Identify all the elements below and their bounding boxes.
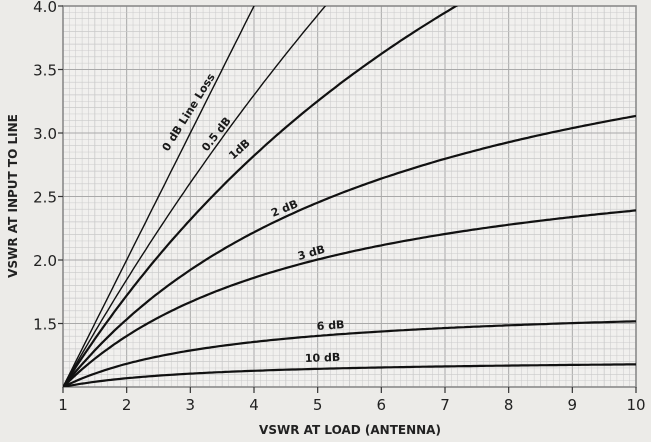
curve-6-db (63, 320, 636, 387)
curve-label: 10 dB (305, 351, 341, 365)
x-tick-label: 5 (313, 396, 323, 414)
y-tick-label: 2.0 (33, 252, 57, 270)
curve-label: 6 dB (316, 318, 345, 333)
curve-0-db-line-loss (63, 6, 255, 387)
x-tick-label: 2 (122, 396, 132, 414)
grid-lines (62, 5, 637, 388)
y-axis-title: VSWR AT INPUT TO LINE (6, 114, 20, 278)
x-tick-label: 9 (568, 396, 578, 414)
x-tick-label: 6 (377, 396, 387, 414)
y-tick-label: 2.5 (33, 189, 57, 207)
y-tick-label: 3.0 (33, 125, 57, 143)
x-tick-label: 8 (504, 396, 514, 414)
y-tick-label: 3.5 (33, 62, 57, 80)
curve-2-db (63, 114, 636, 387)
y-tick-label: 1.5 (33, 316, 57, 334)
y-tick-label: 4.0 (33, 0, 57, 16)
y-axis-ticks: 1.5 2.0 2.5 3.0 3.5 4.0 (33, 0, 63, 334)
x-tick-label: 3 (186, 396, 196, 414)
curve-3-db (63, 209, 636, 387)
x-tick-label: 4 (249, 396, 259, 414)
curve-0.5-db (63, 6, 327, 387)
x-tick-label: 7 (440, 396, 450, 414)
x-axis-ticks: 1 2 3 4 5 6 7 8 9 10 (58, 387, 646, 414)
curve-1-db (63, 6, 459, 387)
curve-10-db (63, 363, 636, 387)
x-tick-label: 1 (58, 396, 68, 414)
x-tick-label: 10 (626, 396, 645, 414)
curves (63, 6, 636, 387)
x-axis-title: VSWR AT LOAD (ANTENNA) (259, 423, 441, 437)
